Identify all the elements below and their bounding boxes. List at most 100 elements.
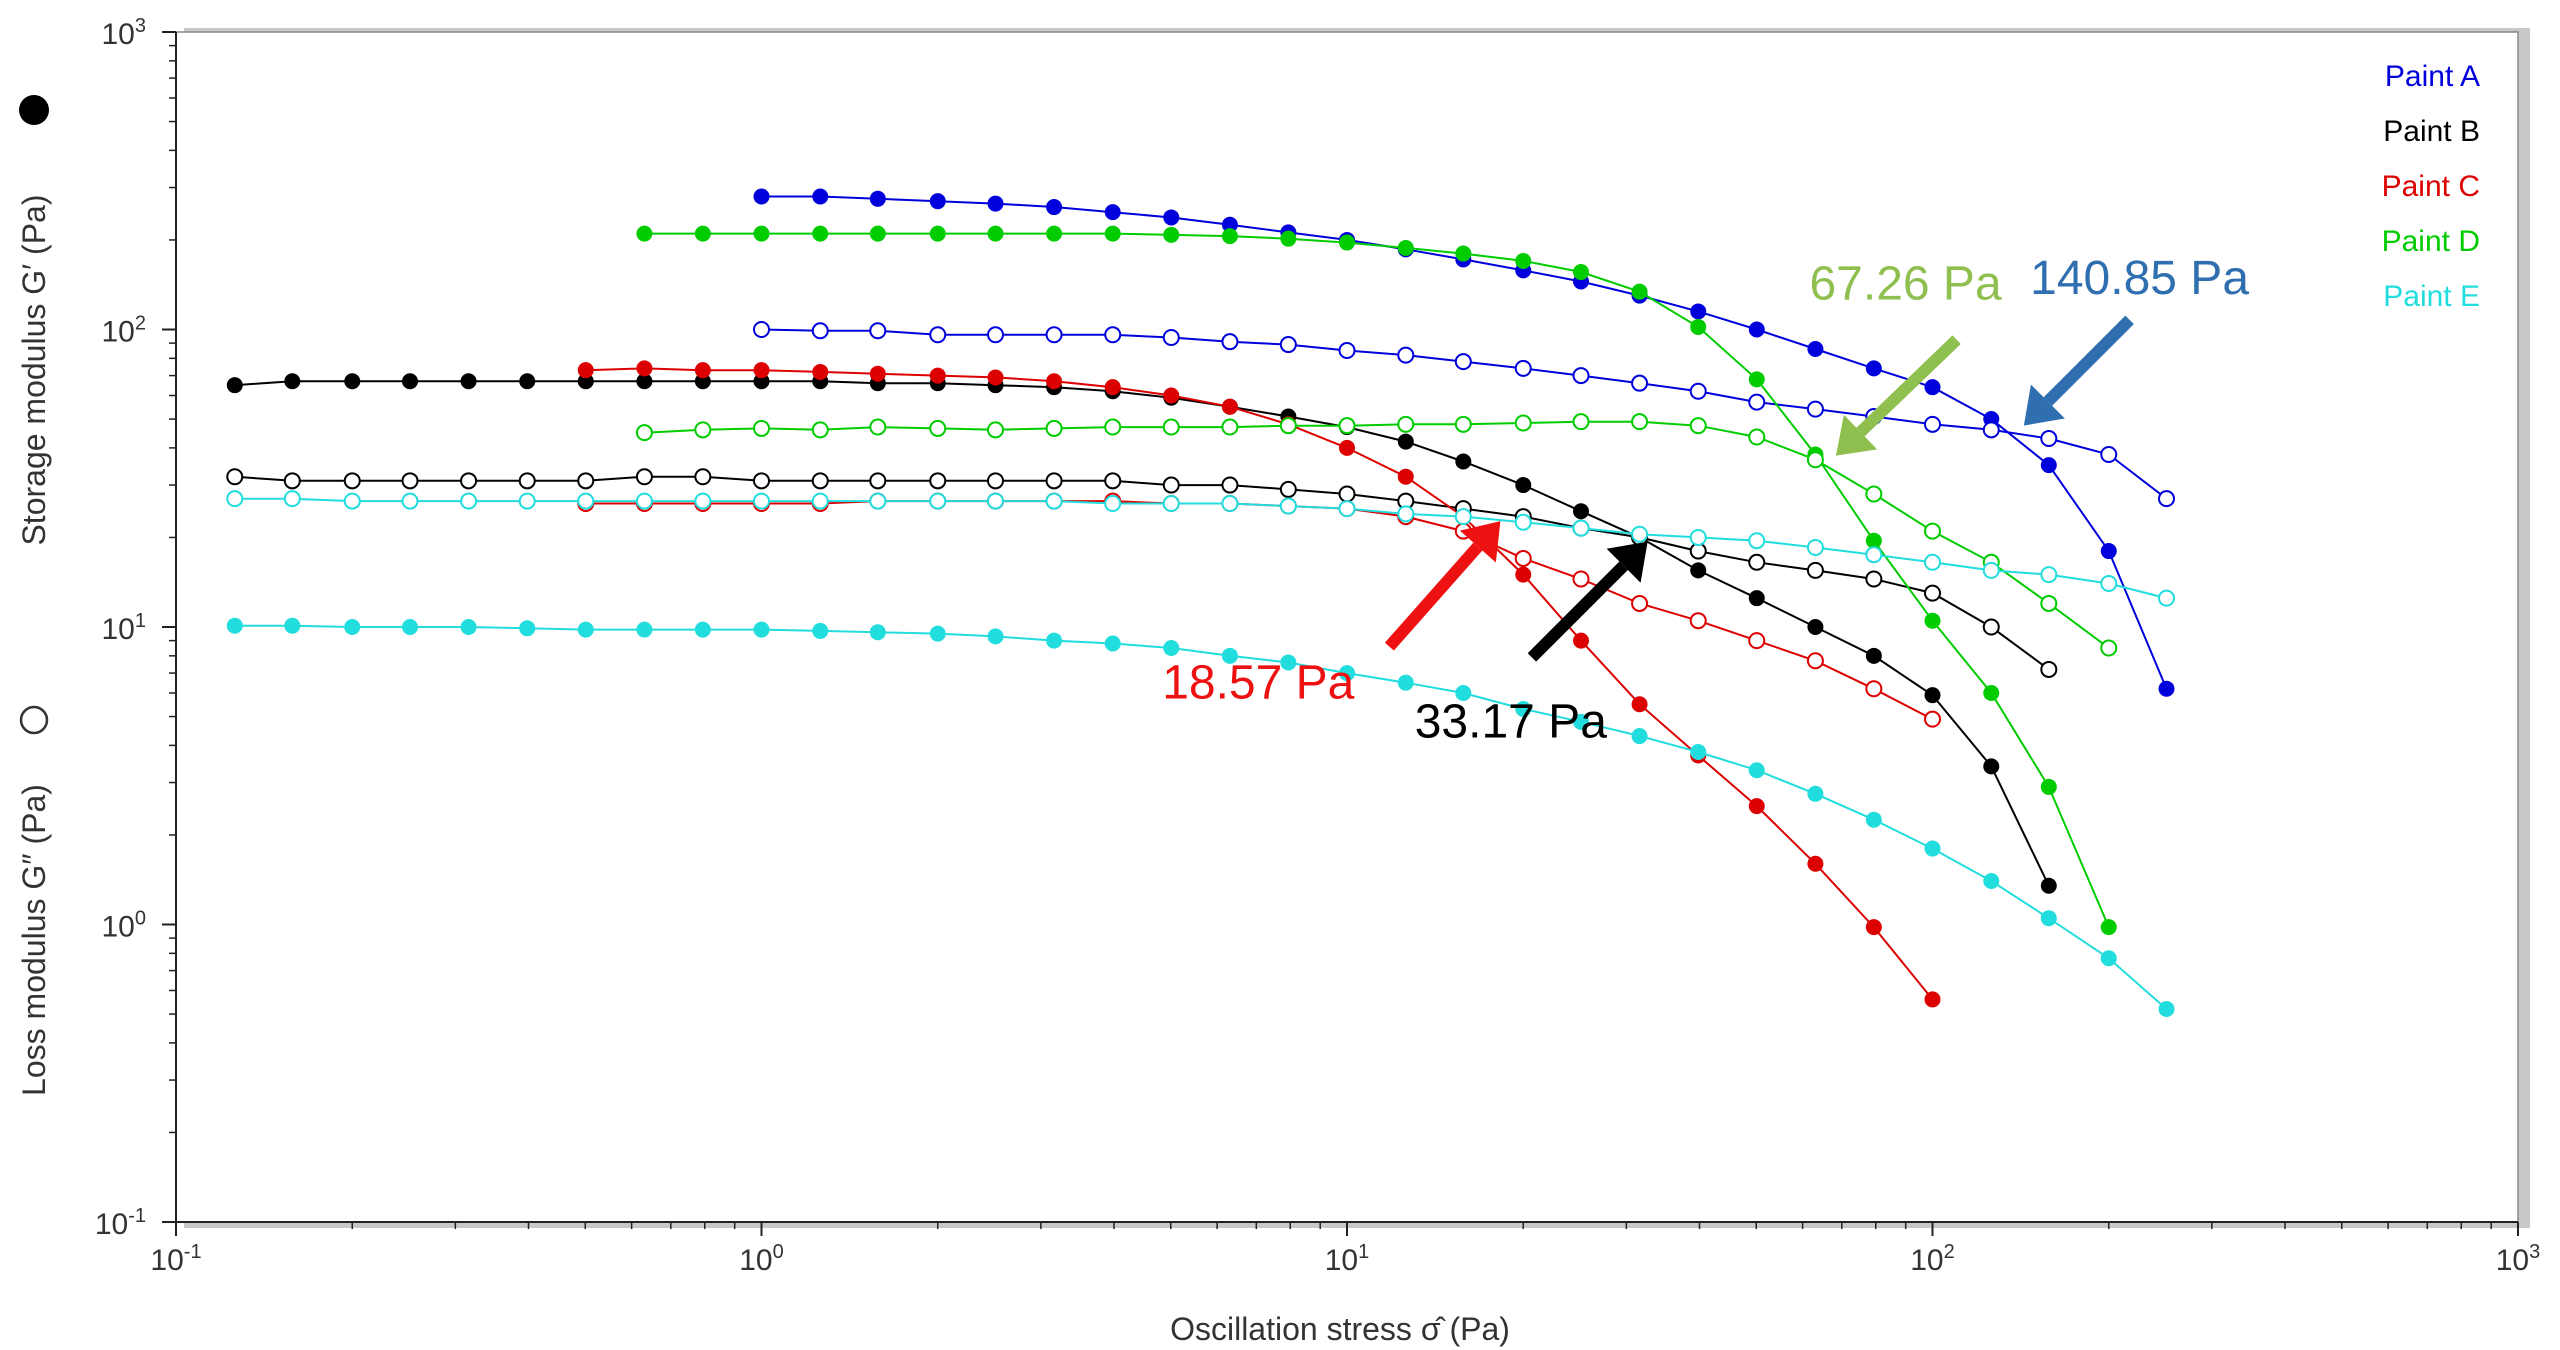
paint-a-loss-point (1982, 421, 2000, 439)
paint-c-storage-point (694, 362, 711, 379)
paint-c-storage-point (812, 363, 829, 380)
paint-e-loss-point (1221, 495, 1239, 513)
paint-a-loss-point (811, 322, 829, 340)
paint-a-storage-point (929, 193, 946, 210)
paint-b-loss-point (1279, 480, 1297, 498)
paint-e-storage-point (1046, 632, 1063, 649)
paint-e-loss-point (2100, 575, 2118, 593)
paint-b-storage-point (1573, 503, 1590, 520)
paint-e-storage-point (636, 621, 653, 638)
paint-d-storage-point (1339, 234, 1355, 251)
paint-e-storage-line (234, 624, 2168, 1010)
paint-b-storage-point (1865, 647, 1882, 664)
paint-a-storage-point (812, 188, 829, 205)
paint-d-storage-point (694, 225, 711, 242)
paint-d-loss-point (1748, 428, 1766, 446)
paint-b-storage-point (402, 373, 419, 390)
paint-a-loss-point (2158, 490, 2176, 508)
paint-b-loss-point (1162, 476, 1180, 494)
paint-b-storage-line (234, 380, 2050, 887)
paint-a-loss-point (753, 321, 770, 338)
annotation-label: 67.26 Pa (1809, 258, 2001, 311)
paint-a-storage-point (869, 190, 886, 207)
annotation-arrow-shaft (2043, 315, 2134, 406)
paint-d-loss-point (1689, 417, 1707, 435)
paint-b-storage-point (694, 373, 711, 390)
paint-e-storage-point (226, 617, 243, 634)
paint-c-storage-point (1221, 398, 1238, 415)
paint-e-storage-point (1807, 785, 1824, 802)
paint-b-storage-point (577, 373, 594, 390)
y-tick-label: 101 (102, 610, 147, 646)
paint-c-storage-point (1339, 439, 1355, 456)
paint-e-storage-point (577, 621, 594, 638)
paint-e-loss-point (2158, 589, 2176, 607)
paint-d-storage-point (1104, 225, 1121, 242)
paint-e-loss-point (987, 492, 1005, 510)
paint-d-storage-point (1748, 371, 1765, 388)
paint-d-loss-point (1397, 415, 1415, 433)
x-tick-label: 103 (2496, 1241, 2541, 1277)
paint-b-storage-point (460, 373, 477, 390)
paint-e-storage-point (1690, 744, 1707, 761)
paint-b-storage-point (2040, 877, 2057, 894)
paint-a-loss-point (1162, 328, 1180, 346)
paint-c-loss-point (1748, 632, 1766, 650)
paint-d-loss-point (1104, 418, 1122, 436)
paint-b-loss-point (1982, 618, 2000, 636)
paint-e-loss-point (811, 492, 829, 510)
paint-b-loss-point (1221, 476, 1239, 494)
paint-d-storage-point (1046, 225, 1063, 242)
paint-c-storage-point (987, 369, 1004, 386)
paint-b-loss-point (460, 472, 478, 490)
paint-d-loss-point (929, 419, 947, 437)
paint-a-storage-point (1046, 199, 1063, 216)
paint-b-storage-point (1515, 477, 1532, 494)
paint-b-loss-point (1924, 584, 1941, 602)
paint-a-storage-point (2100, 543, 2117, 560)
paint-e-storage-point (929, 625, 946, 642)
paint-a-storage-point (2040, 457, 2057, 474)
paint-b-storage-point (519, 373, 536, 390)
paint-e-storage-point (2040, 910, 2057, 927)
paint-e-loss-point (1689, 528, 1707, 546)
paint-d-storage-point (987, 225, 1004, 242)
paint-b-loss-point (694, 468, 712, 486)
paint-b-loss-point (1806, 561, 1824, 579)
paint-d-loss-point (811, 421, 829, 439)
paint-b-storage-point (1397, 433, 1414, 450)
paint-e-loss-point (577, 492, 595, 510)
paint-e-storage-point (519, 620, 536, 637)
paint-a-loss-point (1748, 393, 1766, 411)
loss-marker-icon (19, 705, 49, 735)
paint-d-storage-point (1865, 532, 1882, 549)
paint-b-loss-point (1045, 472, 1063, 490)
paint-a-loss-point (2100, 446, 2118, 464)
annotation-arrow-head (1835, 414, 1878, 456)
paint-b-storage-point (284, 373, 301, 390)
y-tick-label: 10-1 (95, 1205, 146, 1241)
paint-c-storage-point (1631, 696, 1648, 713)
paint-e-storage-point (344, 619, 361, 635)
paint-b-loss-point (869, 472, 887, 490)
paint-b-storage-point (1807, 619, 1824, 635)
paint-a-storage-point (1104, 204, 1121, 221)
paint-c-storage-point (1924, 991, 1941, 1008)
paint-a-storage-point (1807, 340, 1824, 357)
paint-e-loss-point (1045, 492, 1063, 510)
x-tick-label: 100 (739, 1241, 784, 1277)
paint-b-loss-line (234, 475, 2050, 671)
paint-d-storage-point (1631, 283, 1648, 300)
paint-e-storage-point (1104, 635, 1121, 652)
paint-a-loss-point (929, 326, 947, 344)
annotation-arrow-shaft (1527, 561, 1628, 662)
annotations: 18.57 Pa 33.17 Pa 67.26 Pa 140.85 Pa (1162, 252, 2249, 749)
paint-b-loss-point (283, 472, 301, 490)
series-layer (226, 188, 2176, 1017)
paint-a-loss-point (987, 326, 1005, 344)
paint-a-storage-point (1865, 360, 1882, 377)
x-tick-label: 102 (1910, 1241, 1955, 1277)
paint-e-loss-point (1279, 497, 1297, 515)
paint-d-storage-line (644, 232, 2110, 928)
